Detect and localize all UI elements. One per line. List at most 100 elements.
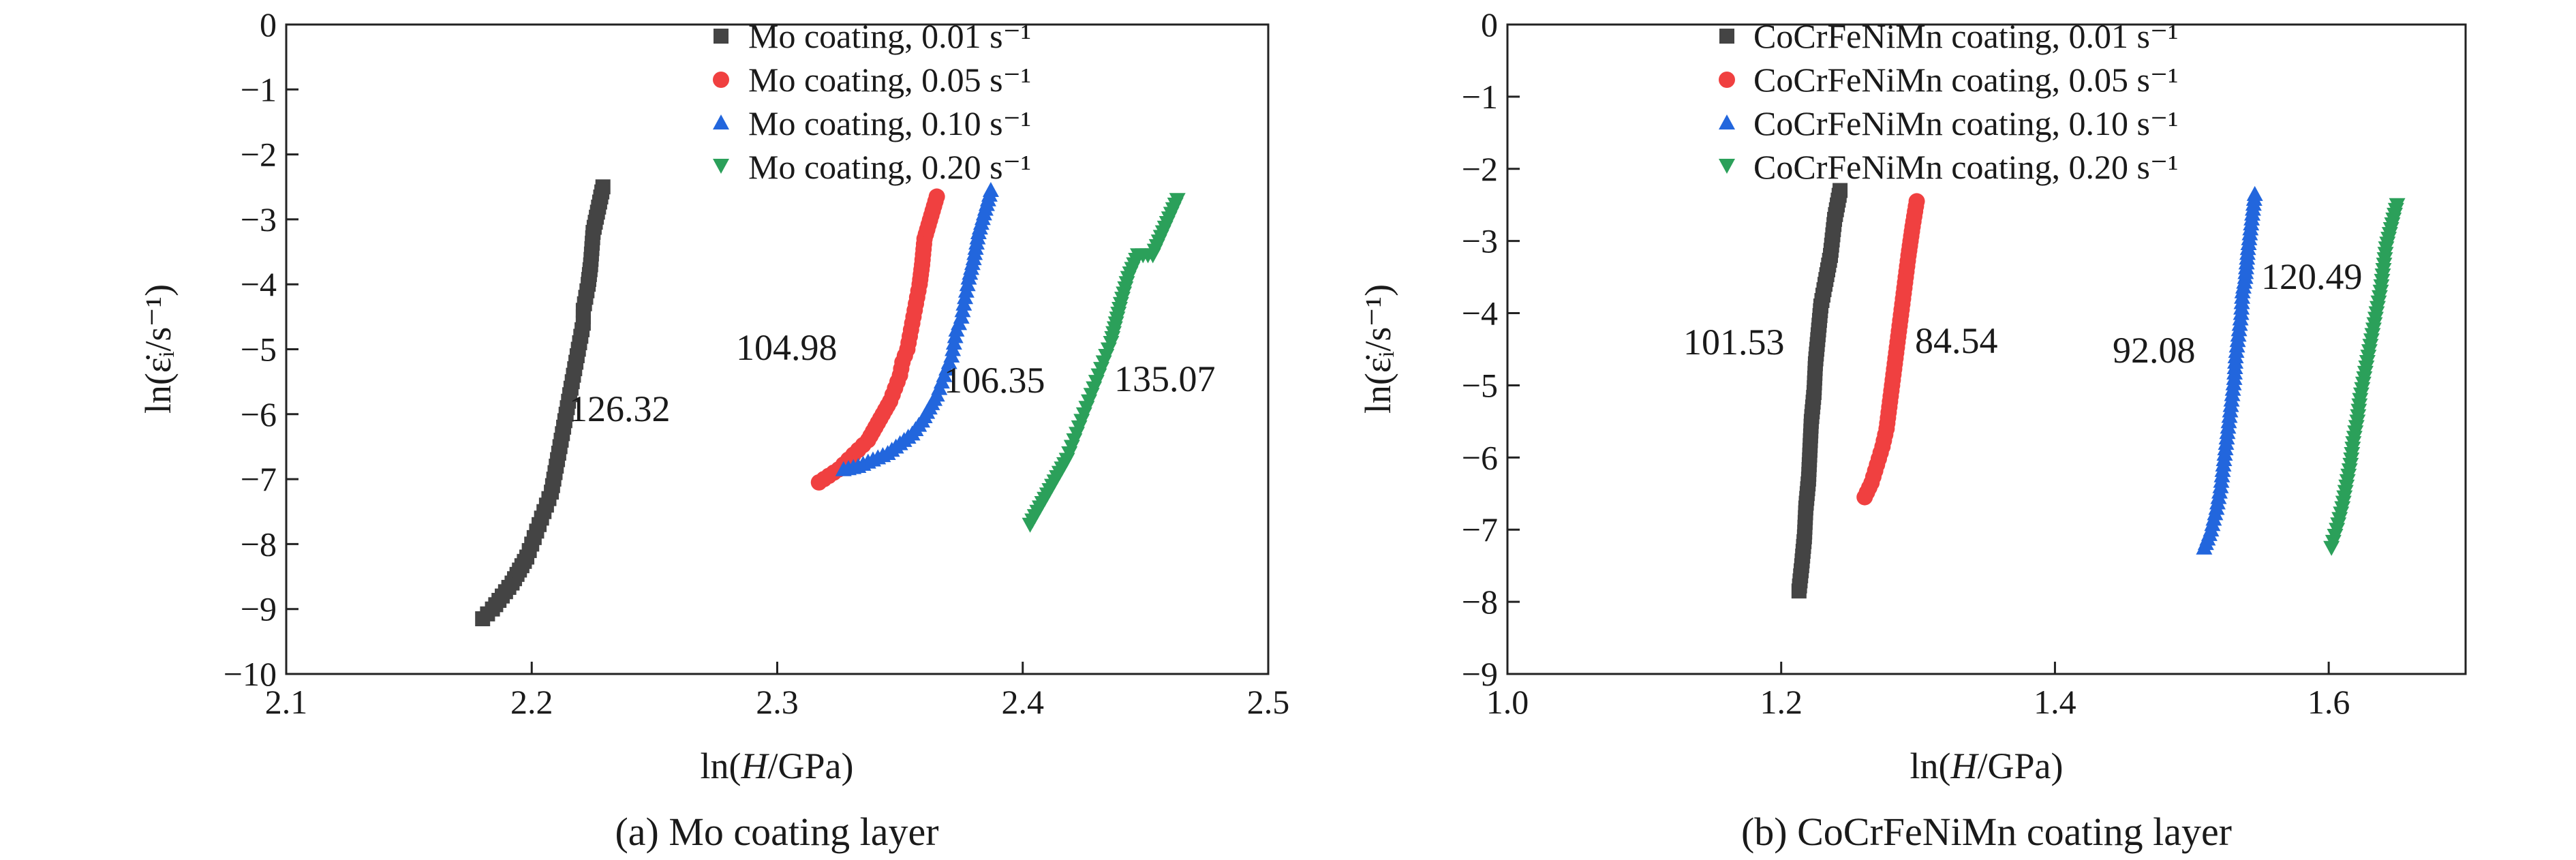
legend-label: CoCrFeNiMn coating, 0.10 s⁻¹	[1753, 104, 2178, 142]
data-point	[928, 188, 945, 205]
series-1	[810, 188, 945, 491]
legend-entry-3: Mo coating, 0.20 s⁻¹	[713, 148, 1031, 186]
data-point	[1833, 183, 1848, 198]
legend-label: Mo coating, 0.01 s⁻¹	[748, 17, 1031, 55]
y-tick-label: −8	[241, 525, 277, 563]
y-tick-label: −2	[241, 136, 277, 174]
annotation-1-10: 92.08	[2113, 330, 2196, 371]
y-axis-title: ln(ε̇ᵢ/s⁻¹)	[138, 284, 179, 414]
y-tick-label: −10	[224, 655, 277, 693]
data-points	[1791, 183, 2406, 599]
legend-label: CoCrFeNiMn coating, 0.05 s⁻¹	[1753, 61, 2178, 99]
legend-entry-1: Mo coating, 0.05 s⁻¹	[713, 61, 1031, 99]
y-tick-label: −9	[241, 590, 277, 628]
legend-marker-square	[714, 29, 729, 44]
x-tick-label: 1.4	[2034, 683, 2076, 721]
x-axis-title-post: /GPa)	[768, 746, 854, 786]
legend: Mo coating, 0.01 s⁻¹ Mo coating, 0.05 s⁻…	[713, 17, 1031, 186]
legend-entry-0: Mo coating, 0.01 s⁻¹	[714, 17, 1031, 55]
legend-entry-0: CoCrFeNiMn coating, 0.01 s⁻¹	[1719, 17, 2178, 55]
legend-entry-2: Mo coating, 0.10 s⁻¹	[713, 104, 1031, 142]
legend-marker-circle	[713, 72, 729, 88]
y-tick-label: −4	[241, 265, 277, 303]
y-tick-label: −2	[1462, 150, 1498, 188]
legend: CoCrFeNiMn coating, 0.01 s⁻¹ CoCrFeNiMn …	[1719, 17, 2178, 186]
x-tick-label: 2.1	[265, 683, 308, 721]
series-1	[1856, 193, 1925, 506]
series-2	[835, 182, 999, 476]
legend-label: Mo coating, 0.20 s⁻¹	[748, 148, 1031, 186]
legend-label: Mo coating, 0.10 s⁻¹	[748, 104, 1031, 142]
data-point	[2389, 198, 2406, 213]
y-tick-label: 0	[260, 5, 277, 44]
legend-marker-triangle-up	[1719, 114, 1735, 129]
x-tick-label: 1.0	[1486, 683, 1529, 721]
x-tick-label: 2.5	[1247, 683, 1290, 721]
y-tick-label: −9	[1462, 655, 1498, 693]
legend-marker-triangle-down	[713, 159, 729, 174]
series-3	[1022, 193, 1186, 533]
y-tick-label: −6	[241, 395, 277, 433]
y-tick-label: −6	[1462, 438, 1498, 476]
y-axis-title: ln(ε̇ᵢ/s⁻¹)	[1358, 284, 1398, 414]
legend-marker-triangle-down	[1719, 159, 1735, 174]
ticks: 2.1 2.2 2.3 2.4 2.5 0 −1 −2 −3 −4 −5 −6 −7 −8 −9 −10	[224, 5, 1289, 721]
x-axis-title-italic: H	[741, 746, 770, 786]
y-tick-label: −3	[241, 200, 277, 239]
legend-entry-2: CoCrFeNiMn coating, 0.10 s⁻¹	[1719, 104, 2178, 142]
x-axis-title-pre: ln(	[701, 746, 741, 786]
data-point	[2246, 185, 2263, 201]
y-tick-label: −5	[241, 331, 277, 369]
series-0	[475, 179, 611, 626]
x-tick-label: 2.3	[756, 683, 799, 721]
y-tick-label: −1	[1462, 78, 1498, 116]
series-0	[1791, 183, 1848, 599]
annotation-1-01: 101.53	[1683, 322, 1785, 363]
y-tick-label: −8	[1462, 583, 1498, 621]
y-tick-label: −4	[1462, 294, 1498, 333]
annotation-0-10: 106.35	[944, 360, 1045, 401]
x-axis-title: ln(H/GPa)	[701, 746, 854, 786]
y-tick-label: −1	[241, 70, 277, 108]
y-tick-label: −5	[1462, 366, 1498, 404]
legend-marker-circle	[1719, 72, 1735, 88]
legend-entry-3: CoCrFeNiMn coating, 0.20 s⁻¹	[1719, 148, 2178, 186]
series-2	[2196, 185, 2263, 555]
y-tick-label: −7	[241, 460, 277, 498]
x-axis-title-italic: H	[1950, 746, 1980, 786]
annotation-1-20: 120.49	[2261, 256, 2363, 297]
legend-label: CoCrFeNiMn coating, 0.01 s⁻¹	[1753, 17, 2178, 55]
data-point	[595, 179, 611, 195]
annotation-0-01: 126.32	[569, 388, 671, 429]
x-axis-title-pre: ln(	[1910, 746, 1951, 786]
legend-label: Mo coating, 0.05 s⁻¹	[748, 61, 1031, 99]
x-axis-title-post: /GPa)	[1978, 746, 2064, 786]
legend-marker-square	[1719, 29, 1734, 44]
annotation-0-05: 104.98	[736, 327, 838, 368]
legend-label: CoCrFeNiMn coating, 0.20 s⁻¹	[1753, 148, 2178, 186]
legend-entry-1: CoCrFeNiMn coating, 0.05 s⁻¹	[1719, 61, 2178, 99]
legend-marker-triangle-up	[713, 114, 729, 129]
y-tick-label: 0	[1481, 5, 1498, 44]
data-point	[1908, 193, 1925, 210]
data-point	[982, 182, 999, 198]
ticks: 1.0 1.2 1.4 1.6 0 −1 −2 −3 −4 −5 −6 −7 −8 −9	[1462, 5, 2350, 721]
annotation-1-05: 84.54	[1915, 320, 1998, 361]
chart-panel-a: 2.1 2.2 2.3 2.4 2.5 0 −1 −2 −3 −4 −5 −6 −7 −8 −9 −10 ln…	[138, 5, 1289, 854]
caption: (a) Mo coating layer	[615, 810, 938, 854]
annotation-0-20: 135.07	[1114, 358, 1216, 399]
x-tick-label: 2.2	[510, 683, 553, 721]
series-3	[2323, 198, 2406, 556]
chart-panel-b: 1.0 1.2 1.4 1.6 0 −1 −2 −3 −4 −5 −6 −7 −8 −9 ln(H/GPa…	[1358, 5, 2467, 854]
y-tick-label: −3	[1462, 222, 1498, 260]
data-points	[475, 179, 1186, 626]
x-tick-label: 2.4	[1002, 683, 1045, 721]
x-axis-title: ln(H/GPa)	[1910, 746, 2064, 786]
plot-frame	[1506, 23, 2467, 675]
caption: (b) CoCrFeNiMn coating layer	[1741, 810, 2232, 854]
x-tick-label: 1.6	[2307, 683, 2350, 721]
data-point	[1169, 193, 1186, 209]
x-tick-label: 1.2	[1760, 683, 1803, 721]
y-tick-label: −7	[1462, 510, 1498, 549]
